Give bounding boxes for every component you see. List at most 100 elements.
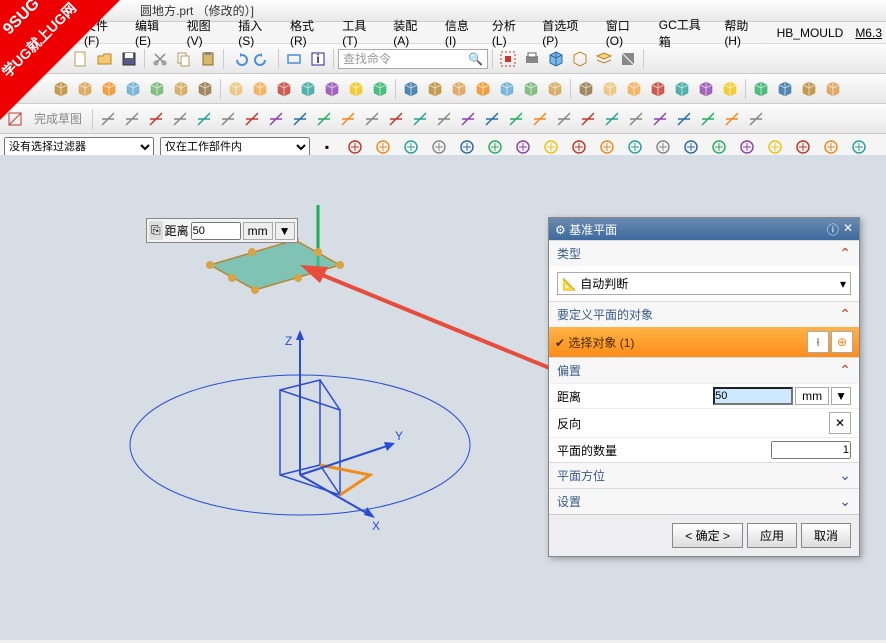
filter-select-2[interactable]: 仅在工作部件内 bbox=[160, 137, 310, 157]
sketch-tool-27[interactable] bbox=[745, 108, 767, 130]
sketch-tool-11[interactable] bbox=[361, 108, 383, 130]
feature-icon-30[interactable] bbox=[798, 78, 820, 100]
sketch-tool-15[interactable] bbox=[457, 108, 479, 130]
count-input[interactable] bbox=[771, 441, 851, 459]
sketch-tool-6[interactable] bbox=[241, 108, 263, 130]
feature-icon-27[interactable] bbox=[719, 78, 741, 100]
menu-view[interactable]: 视图(V) bbox=[183, 15, 231, 50]
feature-icon-15[interactable] bbox=[424, 78, 446, 100]
sketch-tool-10[interactable] bbox=[337, 108, 359, 130]
menu-prefs[interactable]: 首选项(P) bbox=[538, 15, 598, 50]
sketch-tool-2[interactable] bbox=[145, 108, 167, 130]
feature-icon-24[interactable] bbox=[647, 78, 669, 100]
feature-icon-7[interactable] bbox=[225, 78, 247, 100]
print-icon[interactable] bbox=[521, 48, 543, 70]
sketch-tool-19[interactable] bbox=[553, 108, 575, 130]
menu-m63[interactable]: M6.3 bbox=[851, 24, 886, 42]
feature-icon-26[interactable] bbox=[695, 78, 717, 100]
cancel-button[interactable]: 取消 bbox=[801, 523, 851, 548]
sketch-tool-3[interactable] bbox=[169, 108, 191, 130]
menu-assembly[interactable]: 装配(A) bbox=[389, 15, 437, 50]
sketch-tool-14[interactable] bbox=[433, 108, 455, 130]
feature-icon-31[interactable] bbox=[822, 78, 844, 100]
sketch-tool-16[interactable] bbox=[481, 108, 503, 130]
dialog-help-icon[interactable]: ⓘ bbox=[827, 221, 839, 238]
ok-button[interactable]: < 确定 > bbox=[672, 523, 743, 548]
shade-cube-icon[interactable] bbox=[545, 48, 567, 70]
float-distance-value[interactable] bbox=[191, 222, 241, 240]
menu-analysis[interactable]: 分析(L) bbox=[488, 15, 534, 50]
feature-icon-18[interactable] bbox=[496, 78, 518, 100]
info-icon[interactable]: i bbox=[307, 48, 329, 70]
feature-icon-20[interactable] bbox=[544, 78, 566, 100]
select-object-row[interactable]: ✔ 选择对象 (1) ⟊⊕ bbox=[549, 327, 859, 357]
sketch-tool-4[interactable] bbox=[193, 108, 215, 130]
feature-icon-23[interactable] bbox=[623, 78, 645, 100]
select-tool-icon[interactable]: ⟊ bbox=[807, 331, 829, 353]
menu-hbmould[interactable]: HB_MOULD bbox=[773, 24, 848, 42]
dialog-close-icon[interactable]: ✕ bbox=[843, 221, 853, 238]
filter-select-1[interactable]: 没有选择过滤器 bbox=[4, 137, 154, 157]
floating-distance-input[interactable]: ⎘ 距离 mm ▼ bbox=[146, 218, 298, 243]
section-settings[interactable]: 设置⌄ bbox=[549, 488, 859, 514]
feature-icon-17[interactable] bbox=[472, 78, 494, 100]
sketch-tool-9[interactable] bbox=[313, 108, 335, 130]
wire-cube-icon[interactable] bbox=[569, 48, 591, 70]
redo-icon[interactable] bbox=[252, 48, 274, 70]
section-type[interactable]: 类型⌃ bbox=[549, 240, 859, 266]
paste-icon[interactable] bbox=[197, 48, 219, 70]
menu-insert[interactable]: 插入(S) bbox=[234, 15, 282, 50]
feature-icon-14[interactable] bbox=[400, 78, 422, 100]
menu-info[interactable]: 信息(I) bbox=[441, 15, 484, 50]
feature-icon-6[interactable] bbox=[194, 78, 216, 100]
select-target-icon[interactable]: ⊕ bbox=[831, 331, 853, 353]
fit-icon[interactable] bbox=[497, 48, 519, 70]
sketch-tool-17[interactable] bbox=[505, 108, 527, 130]
sketch-tool-1[interactable] bbox=[121, 108, 143, 130]
feature-icon-3[interactable] bbox=[122, 78, 144, 100]
sketch-tool-22[interactable] bbox=[625, 108, 647, 130]
distance-dropdown-icon[interactable]: ▼ bbox=[831, 387, 851, 405]
feature-icon-8[interactable] bbox=[249, 78, 271, 100]
feature-icon-4[interactable] bbox=[146, 78, 168, 100]
menu-format[interactable]: 格式(R) bbox=[286, 15, 334, 50]
menu-tools[interactable]: 工具(T) bbox=[338, 15, 385, 50]
feature-icon-9[interactable] bbox=[273, 78, 295, 100]
sketch-tool-25[interactable] bbox=[697, 108, 719, 130]
menu-window[interactable]: 窗口(O) bbox=[602, 15, 651, 50]
float-dropdown-icon[interactable]: ▼ bbox=[275, 222, 295, 240]
feature-icon-12[interactable] bbox=[345, 78, 367, 100]
distance-input[interactable] bbox=[713, 387, 793, 405]
dialog-titlebar[interactable]: ⚙ 基准平面 ⓘ✕ bbox=[549, 218, 859, 240]
type-dropdown[interactable]: 📐 自动判断▾ bbox=[557, 272, 851, 295]
section-icon[interactable] bbox=[617, 48, 639, 70]
feature-icon-11[interactable] bbox=[321, 78, 343, 100]
cut-icon[interactable] bbox=[149, 48, 171, 70]
menu-gctoolbox[interactable]: GC工具箱 bbox=[655, 14, 717, 52]
feature-icon-25[interactable] bbox=[671, 78, 693, 100]
save-icon[interactable] bbox=[118, 48, 140, 70]
undo-icon[interactable] bbox=[228, 48, 250, 70]
feature-icon-16[interactable] bbox=[448, 78, 470, 100]
sketch-tool-24[interactable] bbox=[673, 108, 695, 130]
feature-icon-13[interactable] bbox=[369, 78, 391, 100]
feature-icon-29[interactable] bbox=[774, 78, 796, 100]
layer-icon[interactable] bbox=[593, 48, 615, 70]
menu-edit[interactable]: 编辑(E) bbox=[131, 15, 179, 50]
feature-icon-19[interactable] bbox=[520, 78, 542, 100]
sketch-tool-20[interactable] bbox=[577, 108, 599, 130]
sketch-tool-8[interactable] bbox=[289, 108, 311, 130]
section-orient[interactable]: 平面方位⌄ bbox=[549, 462, 859, 488]
sketch-tool-7[interactable] bbox=[265, 108, 287, 130]
apply-button[interactable]: 应用 bbox=[747, 523, 797, 548]
reverse-button[interactable]: ✕ bbox=[829, 412, 851, 434]
feature-icon-5[interactable] bbox=[170, 78, 192, 100]
section-objects[interactable]: 要定义平面的对象⌃ bbox=[549, 301, 859, 327]
sketch-tool-26[interactable] bbox=[721, 108, 743, 130]
sketch-tool-21[interactable] bbox=[601, 108, 623, 130]
sketch-tool-13[interactable] bbox=[409, 108, 431, 130]
feature-icon-22[interactable] bbox=[599, 78, 621, 100]
sketch-tool-5[interactable] bbox=[217, 108, 239, 130]
sketch-tool-18[interactable] bbox=[529, 108, 551, 130]
command-search[interactable]: 查找命令🔍 bbox=[338, 49, 488, 69]
